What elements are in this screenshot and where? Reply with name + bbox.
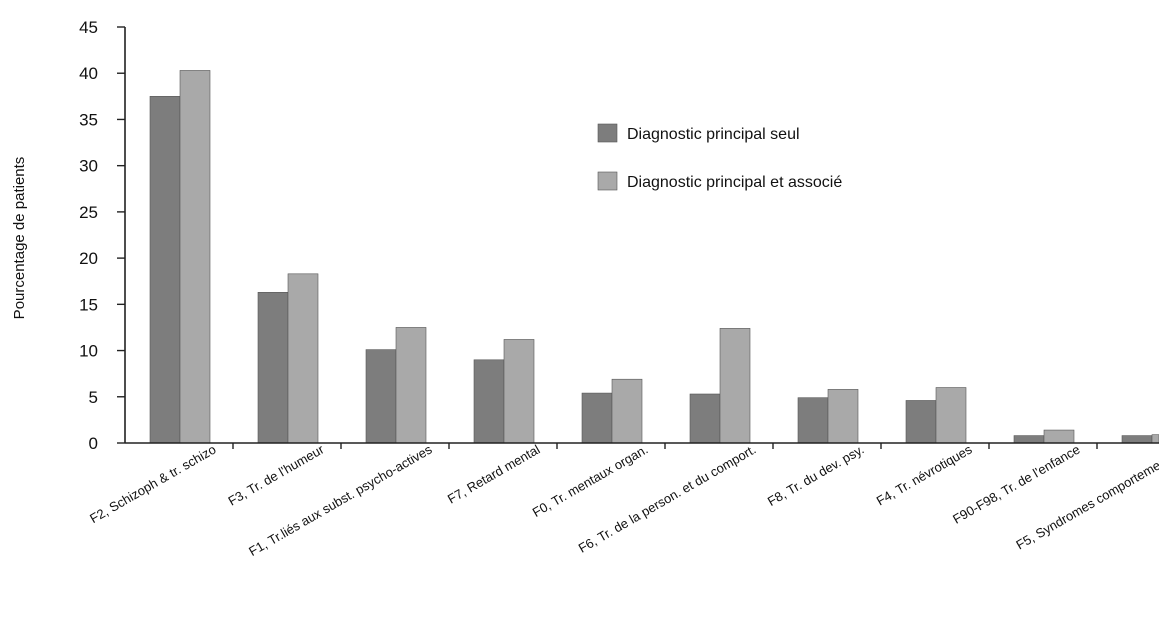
- x-category-label: F2, Schizoph & tr. schizo: [87, 442, 218, 527]
- bar-diagnostic-principal-seul: [797, 397, 829, 444]
- bar-diagnostic-principal-seul: [689, 393, 721, 444]
- legend-label: Diagnostic principal et associé: [627, 174, 842, 191]
- x-category-label: F3, Tr. de l'humeur: [225, 441, 327, 508]
- y-tick-label: 30: [79, 157, 98, 176]
- x-category-label: F7, Retard mental: [445, 442, 543, 507]
- bar-diagnostic-principal-seul: [1121, 435, 1153, 444]
- bar-diagnostic-principal-et-associe: [611, 378, 643, 444]
- legend: Diagnostic principal seul Diagnostic prin…: [597, 123, 842, 191]
- y-tick-label: 35: [79, 110, 98, 129]
- x-category-label: F0, Tr. mentaux organ.: [530, 442, 651, 520]
- y-axis: 0 5 10 15 20 25 30 35 40 45: [79, 18, 126, 453]
- y-tick-label: 5: [89, 388, 98, 407]
- x-category-label: F6, Tr. de la person. et du comport.: [576, 442, 759, 556]
- x-category-label: F1, Tr.liés aux subst. psycho-actives: [246, 441, 435, 559]
- y-axis-label: Pourcentage de patients: [11, 157, 28, 320]
- x-axis: F2, Schizoph & tr. schizo F3, Tr. de l'hu…: [87, 441, 1159, 559]
- bar-diagnostic-principal-et-associe: [503, 339, 535, 444]
- bar-diagnostic-principal-seul: [149, 96, 181, 444]
- bar-diagnostic-principal-et-associe: [1043, 429, 1075, 444]
- bar-diagnostic-principal-et-associe: [1151, 434, 1159, 444]
- bar-diagnostic-principal-seul: [365, 349, 397, 444]
- bar-diagnostic-principal-et-associe: [935, 387, 967, 444]
- y-tick-label: 10: [79, 342, 98, 361]
- legend-label: Diagnostic principal seul: [627, 126, 800, 143]
- bar-diagnostic-principal-et-associe: [719, 328, 751, 444]
- y-tick-label: 20: [79, 249, 98, 268]
- x-category-label: F8, Tr. du dev. psy.: [765, 442, 867, 509]
- x-category-label: F4, Tr. névrotiques: [874, 441, 975, 508]
- legend-swatch: [597, 123, 618, 143]
- bar-diagnostic-principal-et-associe: [287, 273, 319, 444]
- x-category-label: F5, Syndromes comportementaux: [1013, 441, 1159, 552]
- y-tick-label: 45: [79, 18, 98, 37]
- bar-diagnostic-principal-seul: [1013, 435, 1045, 444]
- y-tick-label: 40: [79, 64, 98, 83]
- bars: [149, 70, 1159, 444]
- bar-diagnostic-principal-seul: [473, 359, 505, 444]
- legend-swatch: [597, 171, 618, 191]
- bar-diagnostic-principal-et-associe: [179, 70, 211, 444]
- y-tick-label: 25: [79, 203, 98, 222]
- bar-diagnostic-principal-et-associe: [395, 327, 427, 444]
- y-tick-label: 15: [79, 295, 98, 314]
- bar-diagnostic-principal-seul: [905, 400, 937, 444]
- bar-diagnostic-principal-seul: [257, 292, 289, 444]
- bar-diagnostic-principal-seul: [581, 392, 613, 444]
- y-tick-label: 0: [89, 434, 98, 453]
- bar-diagnostic-principal-et-associe: [827, 389, 859, 444]
